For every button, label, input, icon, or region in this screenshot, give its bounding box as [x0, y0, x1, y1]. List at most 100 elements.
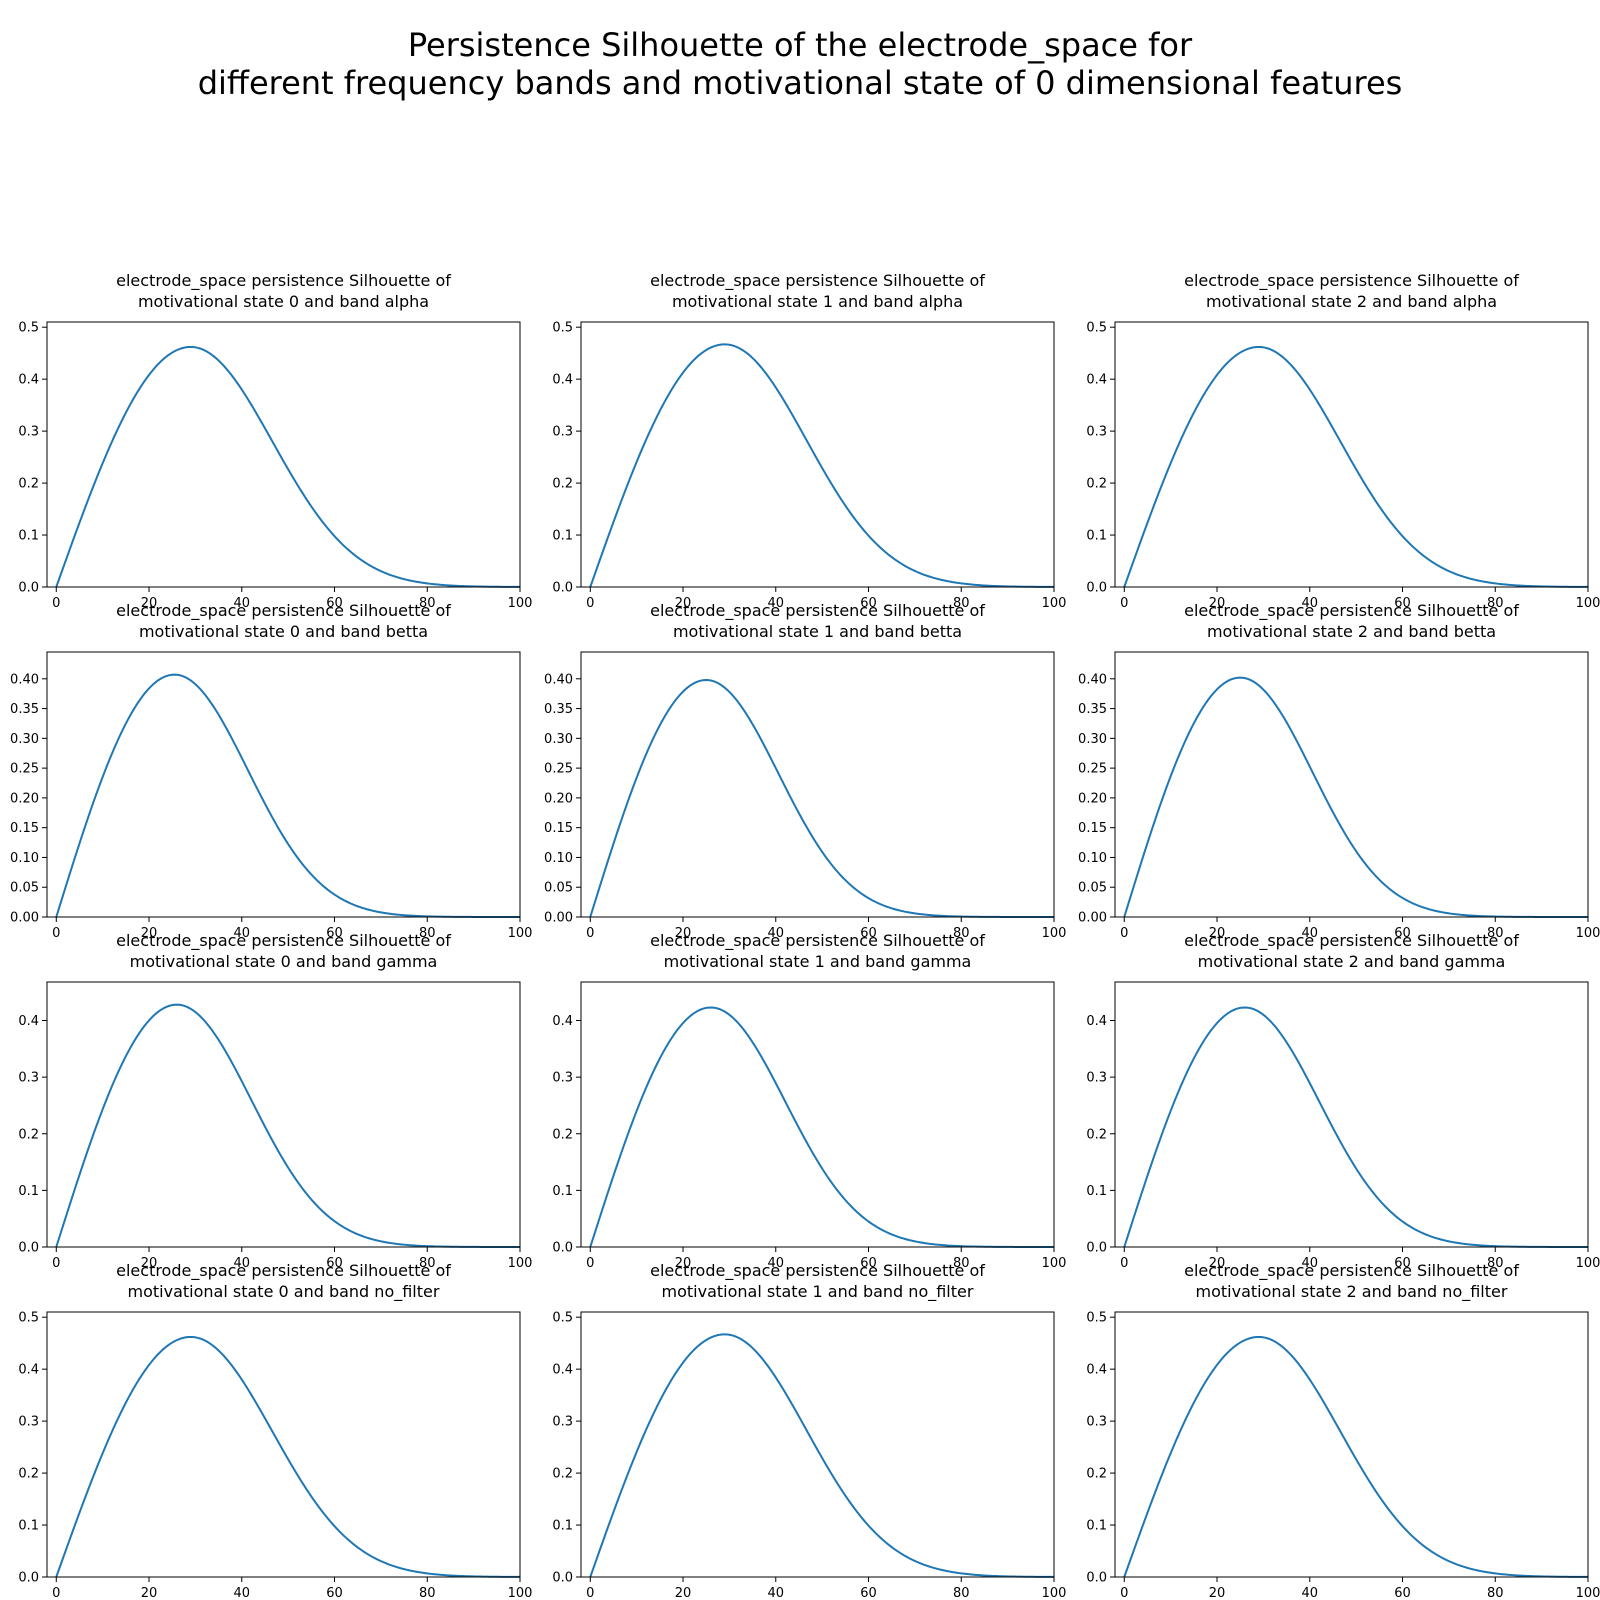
y-tick-label: 0.15	[10, 821, 39, 836]
silhouette-line	[589, 1006, 1054, 1248]
x-tick-label: 100	[1576, 926, 1600, 941]
y-tick-label: 0.5	[18, 321, 39, 336]
silhouette-line	[55, 1003, 520, 1248]
x-tick-label: 20	[141, 1586, 158, 1600]
y-tick-label: 0.05	[10, 881, 39, 896]
subplot-11: electrode_space persistence Silhouette o…	[552, 1261, 1066, 1600]
silhouette-line	[1123, 676, 1588, 918]
x-tick-label: 0	[52, 926, 60, 941]
x-tick-label: 60	[1394, 596, 1411, 611]
y-tick-label: 0.30	[10, 732, 39, 747]
y-tick-label: 0.0	[1086, 1571, 1107, 1586]
subplot-5: electrode_space persistence Silhouette o…	[544, 601, 1066, 941]
silhouette-line	[1123, 1006, 1588, 1248]
x-tick-label: 100	[508, 1586, 533, 1600]
y-tick-label: 0.2	[18, 1127, 39, 1142]
x-tick-label: 60	[326, 596, 343, 611]
x-tick-label: 0	[52, 1586, 60, 1600]
y-tick-label: 0.4	[552, 373, 573, 388]
axes-frame	[46, 321, 521, 588]
subplot-title-line-1: electrode_space persistence Silhouette o…	[650, 931, 985, 951]
x-tick-label: 40	[767, 1586, 784, 1600]
x-tick-label: 20	[141, 926, 158, 941]
x-tick-label: 20	[141, 596, 158, 611]
axes-frame	[1114, 981, 1589, 1248]
subplot-title-line-2: motivational state 2 and band gamma	[1198, 952, 1506, 971]
y-tick-label: 0.1	[18, 1184, 39, 1199]
x-tick-label: 0	[1120, 596, 1128, 611]
y-tick-label: 0.5	[552, 321, 573, 336]
y-tick-label: 0.4	[1086, 1363, 1107, 1378]
x-tick-label: 80	[953, 1256, 970, 1271]
axes-frame	[46, 651, 521, 918]
x-tick-label: 80	[419, 926, 436, 941]
y-tick-label: 0.35	[10, 702, 39, 717]
y-tick-label: 0.4	[18, 1014, 39, 1029]
y-tick-label: 0.4	[1086, 373, 1107, 388]
x-tick-label: 40	[1301, 596, 1318, 611]
y-tick-label: 0.0	[1086, 1241, 1107, 1256]
x-tick-label: 20	[675, 1256, 692, 1271]
y-tick-label: 0.4	[552, 1014, 573, 1029]
y-tick-label: 0.5	[552, 1311, 573, 1326]
x-tick-label: 80	[953, 926, 970, 941]
x-tick-label: 0	[586, 1256, 594, 1271]
axes-frame	[46, 1311, 521, 1578]
subplot-title-line-2: motivational state 1 and band no_filter	[662, 1282, 974, 1302]
x-tick-label: 80	[1487, 1256, 1504, 1271]
x-tick-label: 100	[1576, 1586, 1600, 1600]
x-tick-label: 80	[1487, 926, 1504, 941]
y-tick-label: 0.1	[552, 1519, 573, 1534]
x-tick-label: 40	[233, 926, 250, 941]
silhouette-line	[1123, 345, 1589, 588]
y-tick-label: 0.0	[18, 581, 39, 596]
y-tick-label: 0.30	[1078, 732, 1107, 747]
y-tick-label: 0.40	[544, 672, 573, 687]
y-tick-label: 0.2	[552, 477, 573, 492]
y-tick-label: 0.1	[18, 1519, 39, 1534]
subplot-8: electrode_space persistence Silhouette o…	[552, 931, 1066, 1271]
x-tick-label: 80	[1487, 596, 1504, 611]
y-tick-label: 0.25	[1078, 762, 1107, 777]
subplot-title-line-2: motivational state 2 and band alpha	[1206, 292, 1497, 311]
y-tick-label: 0.20	[10, 791, 39, 806]
y-tick-label: 0.05	[544, 881, 573, 896]
y-tick-label: 0.3	[552, 425, 573, 440]
y-tick-label: 0.3	[1086, 1071, 1107, 1086]
y-tick-label: 0.00	[1078, 911, 1107, 926]
y-tick-label: 0.00	[544, 911, 573, 926]
subplot-title-line-1: electrode_space persistence Silhouette o…	[116, 1261, 451, 1281]
figure-title: Persistence Silhouette of the electrode_…	[0, 26, 1600, 102]
axes-frame	[580, 321, 1055, 588]
subplot-1: electrode_space persistence Silhouette o…	[18, 271, 532, 611]
x-tick-label: 100	[1042, 1586, 1067, 1600]
subplot-title-line-1: electrode_space persistence Silhouette o…	[116, 601, 451, 621]
y-tick-label: 0.35	[544, 702, 573, 717]
y-tick-label: 0.25	[10, 762, 39, 777]
x-tick-label: 40	[767, 1256, 784, 1271]
x-tick-label: 20	[675, 1586, 692, 1600]
y-tick-label: 0.05	[1078, 881, 1107, 896]
subplot-title-line-1: electrode_space persistence Silhouette o…	[650, 1261, 985, 1281]
y-tick-label: 0.3	[1086, 425, 1107, 440]
subplot-title-line-2: motivational state 1 and band gamma	[664, 952, 972, 971]
x-tick-label: 100	[1042, 596, 1067, 611]
x-tick-label: 40	[233, 596, 250, 611]
subplot-title-line-2: motivational state 0 and band no_filter	[128, 1282, 440, 1302]
x-tick-label: 0	[586, 926, 594, 941]
x-tick-label: 80	[953, 1586, 970, 1600]
y-tick-label: 0.5	[1086, 1311, 1107, 1326]
subplot-title-line-2: motivational state 2 and band betta	[1207, 622, 1496, 641]
y-tick-label: 0.40	[1078, 672, 1107, 687]
subplot-title-line-2: motivational state 0 and band betta	[139, 622, 428, 641]
y-tick-label: 0.0	[18, 1241, 39, 1256]
subplot-title-line-2: motivational state 2 and band no_filter	[1196, 1282, 1508, 1302]
axes-frame	[580, 981, 1055, 1248]
subplot-title-line-1: electrode_space persistence Silhouette o…	[116, 931, 451, 951]
subplot-title-line-1: electrode_space persistence Silhouette o…	[650, 271, 985, 291]
subplot-title-line-1: electrode_space persistence Silhouette o…	[116, 271, 451, 291]
y-tick-label: 0.0	[1086, 581, 1107, 596]
x-tick-label: 100	[1042, 926, 1067, 941]
y-tick-label: 0.15	[1078, 821, 1107, 836]
x-tick-label: 60	[860, 926, 877, 941]
